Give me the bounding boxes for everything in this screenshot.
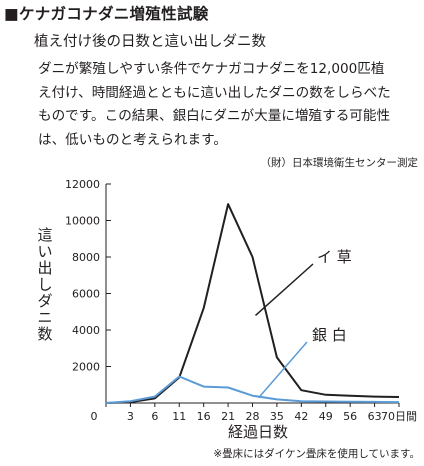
series-label-igusa: イ 草 xyxy=(317,248,352,266)
chart-ticks: 2000 4000 6000 8000 10000 12000 0 3 6 11 16 21 28 35 4… xyxy=(65,178,417,423)
description-text: ダニが繁殖しやすい条件でケナガコナダニを12,000匹植 え付け、時間経過ととも… xyxy=(38,58,420,152)
series-line-igusa xyxy=(105,203,400,404)
footnote: ※畳床にはダイケン畳床を使用しています。 xyxy=(213,448,420,460)
x-tick-label: 28 xyxy=(246,410,260,423)
x-tick-label: 16 xyxy=(197,410,211,423)
page-subtitle: 植え付け後の日数と這い出しダニ数 xyxy=(34,34,266,50)
y-tick-label: 6000 xyxy=(72,288,100,301)
description-line: は、低いものと考えられます。 xyxy=(38,131,227,148)
series-line-ginpaku xyxy=(105,375,400,404)
x-tick-label: 3 xyxy=(127,410,134,423)
page-title: ■ケナガコナダニ増殖性試験 xyxy=(4,5,209,23)
y-tick-label: 8000 xyxy=(72,251,100,264)
series-label-ginpaku: 銀 白 xyxy=(312,326,347,344)
y-axis-label: 這い出しダニ数 xyxy=(37,226,52,343)
ginpaku-leader-line xyxy=(257,341,308,399)
x-tick-label: 35 xyxy=(270,410,284,423)
y-tick-label: 4000 xyxy=(72,324,100,337)
chart-axes xyxy=(105,184,399,404)
description-line: ものです。この結果、銀白にダニが大量に増殖する可能性 xyxy=(38,108,391,124)
description-line: ダニが繁殖しやすい条件でケナガコナダニを12,000匹植 xyxy=(38,61,385,77)
x-tick-label: 49 xyxy=(319,410,333,423)
x-tick-label: 21 xyxy=(221,410,235,423)
y-tick-label: 12000 xyxy=(65,178,100,191)
x-tick-label: 63 xyxy=(368,410,382,423)
x-tick-label: 42 xyxy=(294,410,308,423)
description-line: え付け、時間経過とともに這い出したダニの数をしらべた xyxy=(38,84,391,101)
y-tick-label: 2000 xyxy=(72,361,100,374)
x-tick-label: 11 xyxy=(172,410,186,423)
x-tick-label: 0 xyxy=(91,410,98,423)
x-tick-label: 56 xyxy=(343,410,357,423)
chart-series xyxy=(105,203,400,404)
igusa-leader-line xyxy=(255,263,314,316)
y-tick-label: 10000 xyxy=(65,215,100,228)
x-tick-label: 70日間 xyxy=(381,410,417,423)
x-tick-label: 6 xyxy=(151,410,158,423)
source-note: （財）日本環境衛生センター測定 xyxy=(260,157,419,169)
x-axis-label: 経過日数 xyxy=(228,423,288,441)
